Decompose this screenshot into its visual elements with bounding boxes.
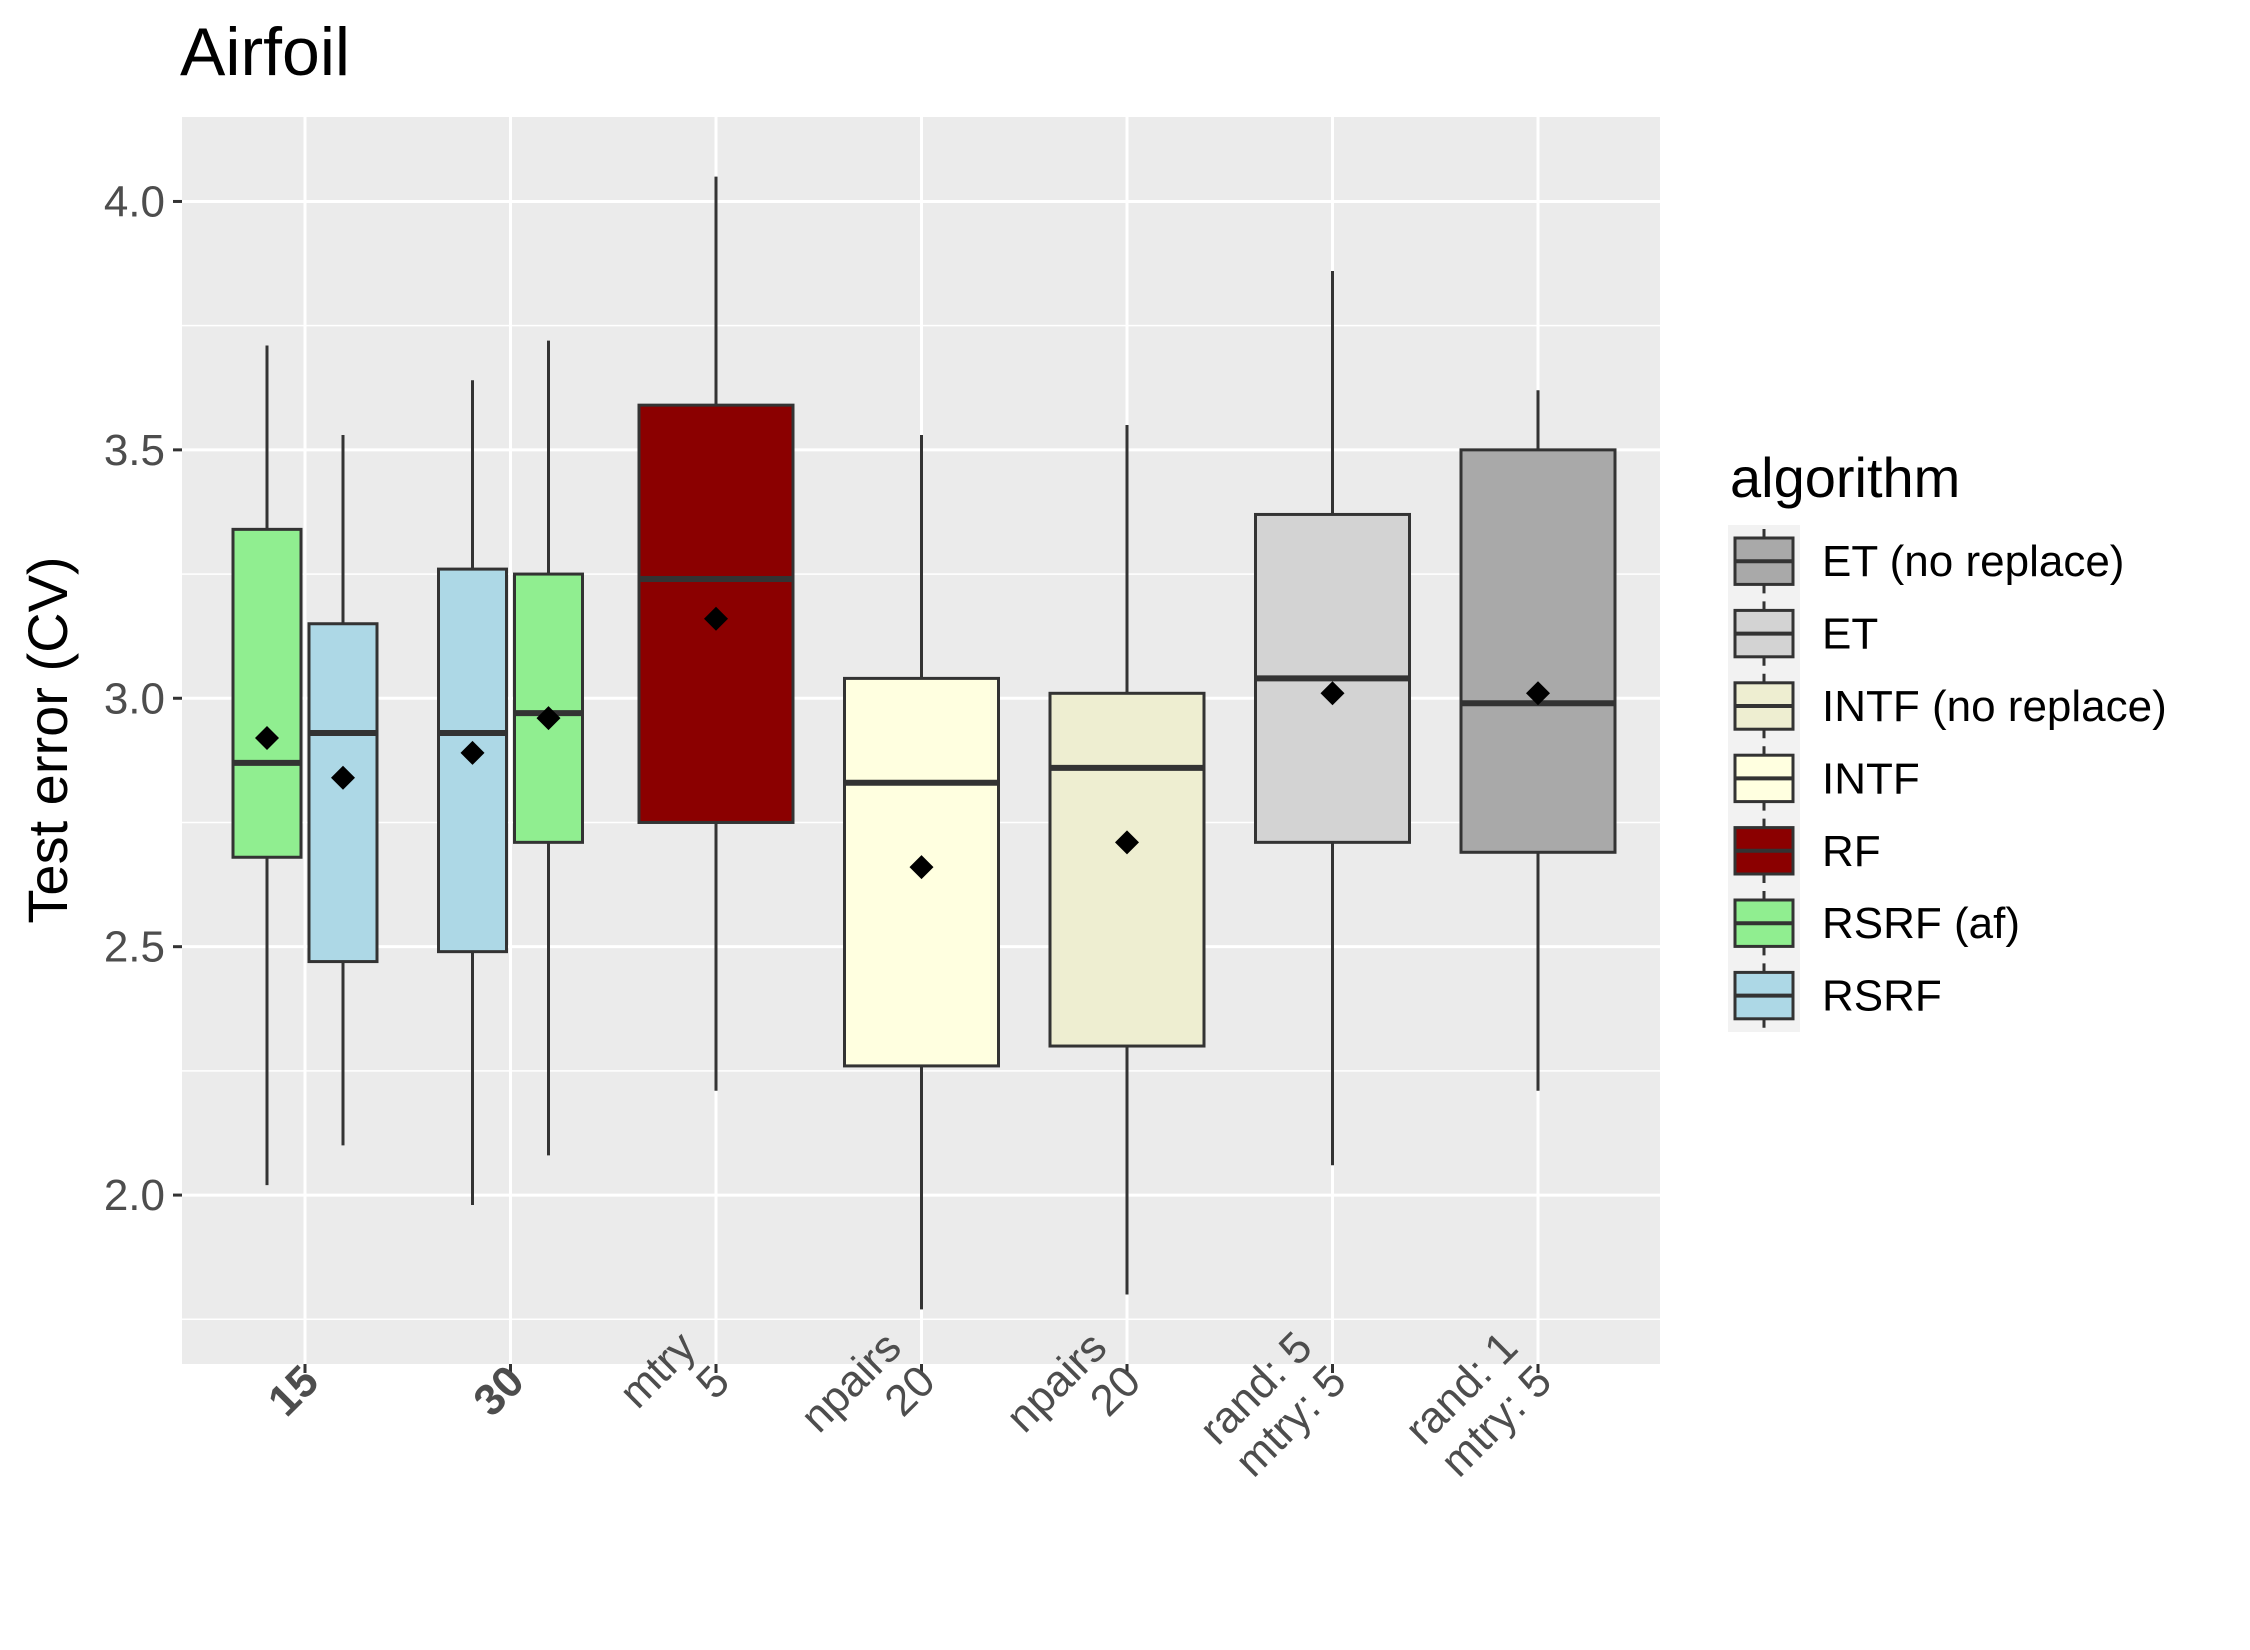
mean-marker [704,606,728,631]
y-tick-label: 2.5 [104,923,165,972]
box-intf-no-replace [1048,425,1206,1295]
box-body [1048,691,1206,1048]
legend-label: ET [1822,610,1878,659]
box-body [1459,448,1617,854]
box-rsrf-af [231,345,303,1186]
box-rsrf [307,434,379,1146]
legend-title: algorithm [1730,446,1960,509]
mean-marker [1526,681,1550,706]
mean-marker [909,855,934,880]
legend-label: RF [1822,827,1881,876]
legend-label: RSRF (af) [1822,899,2020,948]
box-rf [637,176,795,1091]
y-tick-label: 3.5 [104,426,165,475]
box-intf [843,434,1000,1310]
chart-title: Airfoil [180,14,350,90]
mean-marker [1320,681,1345,706]
legend-item: RSRF [1733,963,1942,1028]
legend-item: INTF (no replace) [1733,673,2167,739]
mean-marker [1115,830,1139,855]
box-body [231,527,303,859]
x-tick-label: 30 [464,1356,533,1425]
boxes [231,176,1617,1310]
mean-marker [331,765,355,790]
y-axis: 2.0 2.5 3.0 3.5 4.0 [104,177,182,1220]
legend-item: RSRF (af) [1733,891,2020,956]
legend-label: INTF (no replace) [1822,682,2167,731]
mean-marker [460,740,485,765]
mean-marker [536,706,561,731]
legend-label: ET (no replace) [1822,537,2124,586]
x-tick-label-group: 15 [259,1356,328,1425]
box-rsrf [437,380,508,1206]
legend: algorithm ET (no replace) ET INTF (no repl… [1728,446,2167,1032]
x-tick-label-group: 30 [464,1356,533,1425]
y-tick-label: 4.0 [104,177,165,226]
box-et [1254,271,1411,1166]
legend-item: ET (no replace) [1733,529,2124,594]
x-tick-label: 15 [259,1356,328,1425]
y-tick-label: 2.0 [104,1171,165,1220]
box-rsrf-af [513,340,584,1156]
y-tick-label: 3.0 [104,674,165,723]
legend-label: RSRF [1822,972,1942,1021]
legend-label: INTF [1822,754,1920,803]
legend-item: ET [1733,601,1878,666]
legend-item: INTF [1733,746,1920,811]
y-axis-label: Test error (CV) [16,556,79,923]
box-et-no-replace [1459,390,1617,1091]
box-body [307,622,379,964]
mean-marker [255,726,279,751]
legend-item: RF [1733,818,1881,883]
